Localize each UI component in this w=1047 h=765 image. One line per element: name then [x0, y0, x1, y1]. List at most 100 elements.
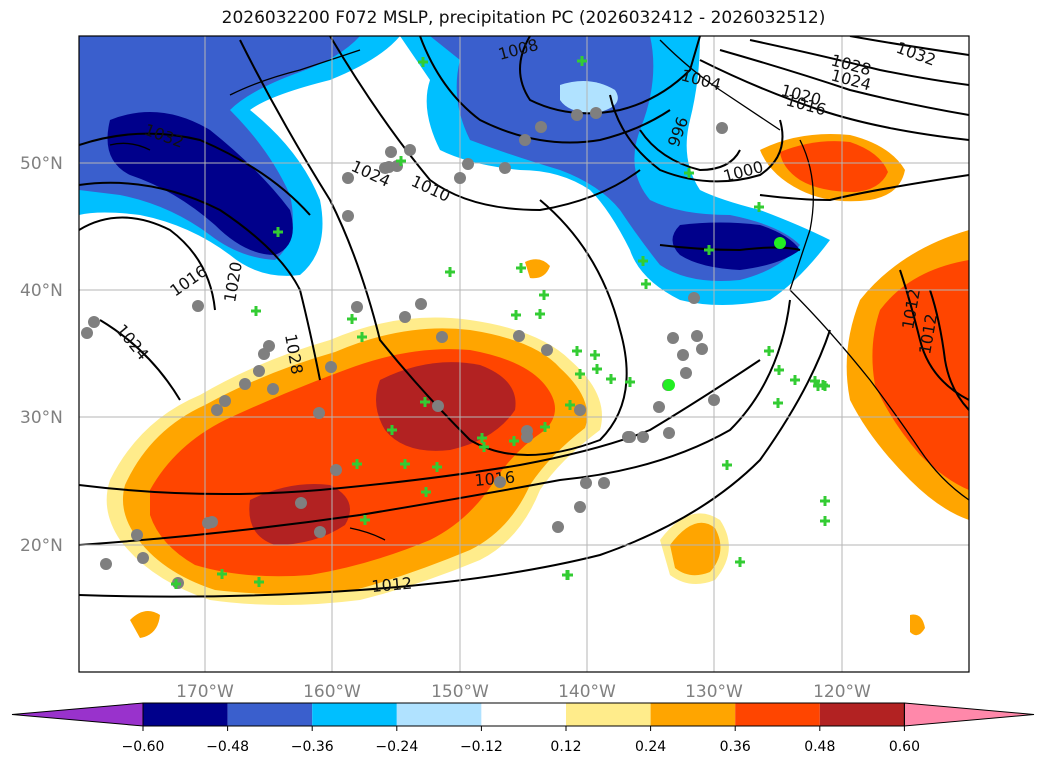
station-circle-marker	[415, 298, 427, 310]
pos-region-coast-2	[872, 260, 969, 490]
colorbar-tick-label: −0.48	[206, 739, 249, 755]
colorbar-tick-label: 0.36	[720, 739, 751, 755]
lon-tick-label: 160°W	[303, 682, 361, 702]
station-cross-marker	[562, 570, 572, 580]
station-circle-marker	[454, 172, 466, 184]
station-circle-marker	[436, 331, 448, 343]
station-circle-marker	[598, 477, 610, 489]
lat-axis: 50°N 40°N 30°N 20°N	[20, 154, 63, 556]
station-cross-marker	[565, 400, 575, 410]
station-green-marker	[663, 379, 675, 391]
colorbar-tick-label: −0.24	[375, 739, 418, 755]
station-circle-marker	[267, 383, 279, 395]
station-circle-marker	[691, 330, 703, 342]
station-cross-marker	[273, 227, 283, 237]
pos-region-far-se	[910, 614, 925, 636]
station-cross-marker	[704, 245, 714, 255]
lon-tick-label: 120°W	[813, 682, 871, 702]
station-circle-marker	[624, 431, 636, 443]
station-circle-marker	[653, 401, 665, 413]
station-circle-marker	[295, 497, 307, 509]
station-cross-marker	[577, 56, 587, 66]
station-cross-marker	[638, 256, 648, 266]
station-cross-marker	[641, 279, 651, 289]
station-circle-marker	[211, 404, 223, 416]
station-circle-marker	[667, 332, 679, 344]
lon-tick-label: 170°W	[176, 682, 234, 702]
station-cross-marker	[592, 364, 602, 374]
station-cross-marker	[774, 365, 784, 375]
colorbar-tick-label: 0.60	[889, 739, 920, 755]
station-cross-marker	[509, 436, 519, 446]
station-circle-marker	[519, 134, 531, 146]
station-cross-marker	[251, 306, 261, 316]
station-cross-marker	[820, 381, 830, 391]
station-cross-marker	[400, 459, 410, 469]
colorbar-swatch	[650, 703, 736, 726]
colorbar-tick-label: 0.12	[550, 739, 581, 755]
neg-region-nw-3	[107, 112, 293, 255]
station-cross-marker	[764, 346, 774, 356]
station-circle-marker	[637, 431, 649, 443]
shading-layer	[79, 36, 969, 638]
station-cross-marker	[516, 263, 526, 273]
station-circle-marker	[688, 292, 700, 304]
colorbar-tick-label: −0.36	[291, 739, 334, 755]
station-circle-marker	[521, 431, 533, 443]
station-circle-marker	[206, 516, 218, 528]
colorbar-swatch	[396, 703, 482, 726]
colorbar-swatch	[227, 703, 313, 726]
station-cross-marker	[684, 168, 694, 178]
station-cross-marker	[590, 350, 600, 360]
colorbar-frame	[142, 702, 905, 727]
station-cross-marker	[171, 579, 181, 589]
station-cross-marker	[418, 57, 428, 67]
station-circle-marker	[399, 311, 411, 323]
colorbar-swatch	[143, 703, 228, 726]
station-circle-marker	[88, 316, 100, 328]
station-cross-marker	[352, 459, 362, 469]
station-cross-marker	[347, 314, 357, 324]
colorbar-tick-label: −0.12	[460, 739, 503, 755]
station-circle-marker	[330, 464, 342, 476]
station-circle-marker	[131, 529, 143, 541]
pos-region-south-4	[376, 362, 516, 451]
station-cross-marker	[387, 425, 397, 435]
station-circle-marker	[663, 427, 675, 439]
station-cross-marker	[360, 515, 370, 525]
colorbar-swatch	[312, 703, 397, 726]
station-circle-marker	[342, 172, 354, 184]
pos-region-se-2	[670, 522, 721, 576]
colorbar-tick-label: 0.48	[804, 739, 835, 755]
lat-tick-label: 20°N	[20, 536, 63, 556]
station-cross-marker	[217, 569, 227, 579]
neg-region-n-2	[430, 36, 800, 281]
station-circle-marker	[535, 121, 547, 133]
station-cross-marker	[539, 290, 549, 300]
station-circle-marker	[499, 162, 511, 174]
station-circle-marker	[462, 158, 474, 170]
colorbar-swatch	[481, 703, 566, 726]
station-cross-marker	[357, 332, 367, 342]
colorbar-tick-label: 0.24	[635, 739, 666, 755]
station-circle-marker	[219, 395, 231, 407]
station-cross-marker	[511, 310, 521, 320]
isobar-lines	[79, 36, 969, 598]
station-cross-marker	[722, 460, 732, 470]
station-circle-marker	[494, 476, 506, 488]
station-circle-marker	[677, 349, 689, 361]
lon-axis: 170°W 160°W 150°W 140°W 130°W 120°W	[176, 682, 871, 702]
station-circle-marker	[253, 365, 265, 377]
station-circle-marker	[342, 210, 354, 222]
station-cross-marker	[432, 462, 442, 472]
station-circle-marker	[385, 146, 397, 158]
pos-region-ne-2	[780, 141, 888, 192]
isobar-label: 1012	[371, 574, 413, 596]
station-cross-marker	[754, 202, 764, 212]
station-circle-marker	[696, 343, 708, 355]
station-circle-marker	[574, 404, 586, 416]
lon-tick-label: 130°W	[685, 682, 743, 702]
station-cross-marker	[421, 487, 431, 497]
